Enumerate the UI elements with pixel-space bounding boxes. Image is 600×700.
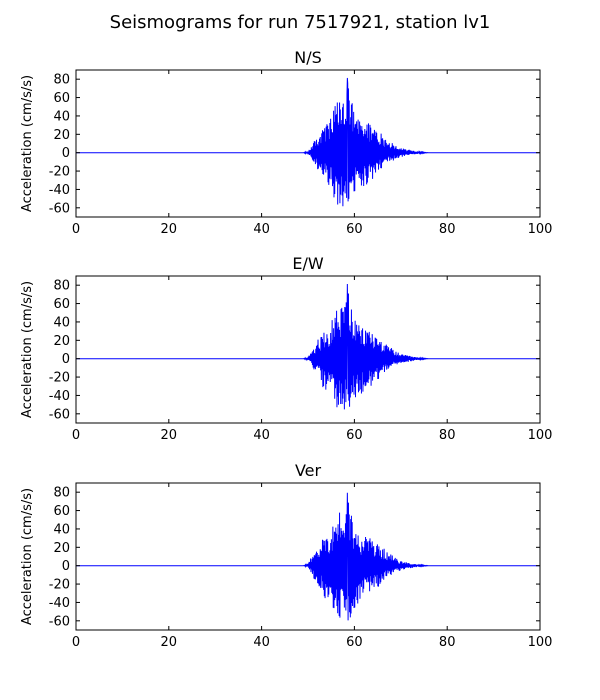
y-tick-label: 40 [53, 315, 70, 330]
figure-title: Seismograms for run 7517921, station lv1 [110, 12, 491, 33]
panels: N/S Acceleration (cm/s/s) 0 20 40 60 80 100 -60 -… [20, 48, 552, 650]
x-tick-label: 20 [161, 222, 178, 237]
seismogram-trace [76, 77, 540, 207]
x-tick-label: 0 [72, 222, 80, 237]
y-tick-label: 40 [53, 522, 70, 537]
x-tick-label: 80 [439, 222, 456, 237]
panel-1: E/W Acceleration (cm/s/s) 0 20 40 60 80 100 -60 -… [20, 254, 552, 443]
y-axis-label: Acceleration (cm/s/s) [20, 281, 35, 418]
seismogram-trace [76, 492, 540, 621]
x-tick-label: 20 [161, 428, 178, 443]
x-tick-label: 40 [253, 635, 270, 650]
y-tick-label: 0 [62, 559, 70, 574]
y-tick-label: 80 [53, 486, 70, 501]
y-tick-label: 20 [53, 334, 70, 349]
x-tick-label: 80 [439, 428, 456, 443]
seismogram-trace [76, 284, 540, 410]
y-tick-label: -40 [49, 596, 70, 611]
y-tick-label: 60 [53, 91, 70, 106]
y-tick-label: 60 [53, 504, 70, 519]
y-tick-label: -60 [49, 407, 70, 422]
panel-0: N/S Acceleration (cm/s/s) 0 20 40 60 80 100 -60 -… [20, 48, 552, 237]
panel-2: Ver Acceleration (cm/s/s) 0 20 40 60 80 100 -60 -… [20, 461, 552, 650]
y-tick-label: -60 [49, 614, 70, 629]
x-tick-label: 100 [528, 635, 553, 650]
y-tick-label: 60 [53, 297, 70, 312]
x-tick-label: 60 [346, 635, 363, 650]
panel-title: N/S [294, 48, 322, 67]
x-tick-label: 60 [346, 428, 363, 443]
y-tick-label: -40 [49, 183, 70, 198]
x-tick-label: 60 [346, 222, 363, 237]
axes-frame [75, 275, 541, 424]
y-tick-label: -20 [49, 578, 70, 593]
x-tick-label: 80 [439, 635, 456, 650]
y-tick-label: -60 [49, 201, 70, 216]
y-tick-label: -20 [49, 371, 70, 386]
x-tick-label: 40 [253, 428, 270, 443]
y-tick-label: -40 [49, 389, 70, 404]
panel-title: Ver [295, 461, 322, 480]
y-tick-label: 0 [62, 352, 70, 367]
x-tick-label: 0 [72, 635, 80, 650]
x-tick-label: 20 [161, 635, 178, 650]
y-tick-label: 20 [53, 541, 70, 556]
y-tick-label: 80 [53, 73, 70, 88]
y-tick-label: -20 [49, 165, 70, 180]
x-tick-label: 100 [528, 222, 553, 237]
panel-title: E/W [292, 254, 324, 273]
y-tick-label: 0 [62, 146, 70, 161]
y-axis-label: Acceleration (cm/s/s) [20, 75, 35, 212]
axes-frame [75, 482, 541, 631]
y-tick-label: 20 [53, 128, 70, 143]
axes-frame [75, 69, 541, 218]
x-tick-label: 40 [253, 222, 270, 237]
y-tick-label: 80 [53, 279, 70, 294]
x-tick-label: 100 [528, 428, 553, 443]
y-axis-label: Acceleration (cm/s/s) [20, 488, 35, 625]
y-tick-label: 40 [53, 109, 70, 124]
x-tick-label: 0 [72, 428, 80, 443]
